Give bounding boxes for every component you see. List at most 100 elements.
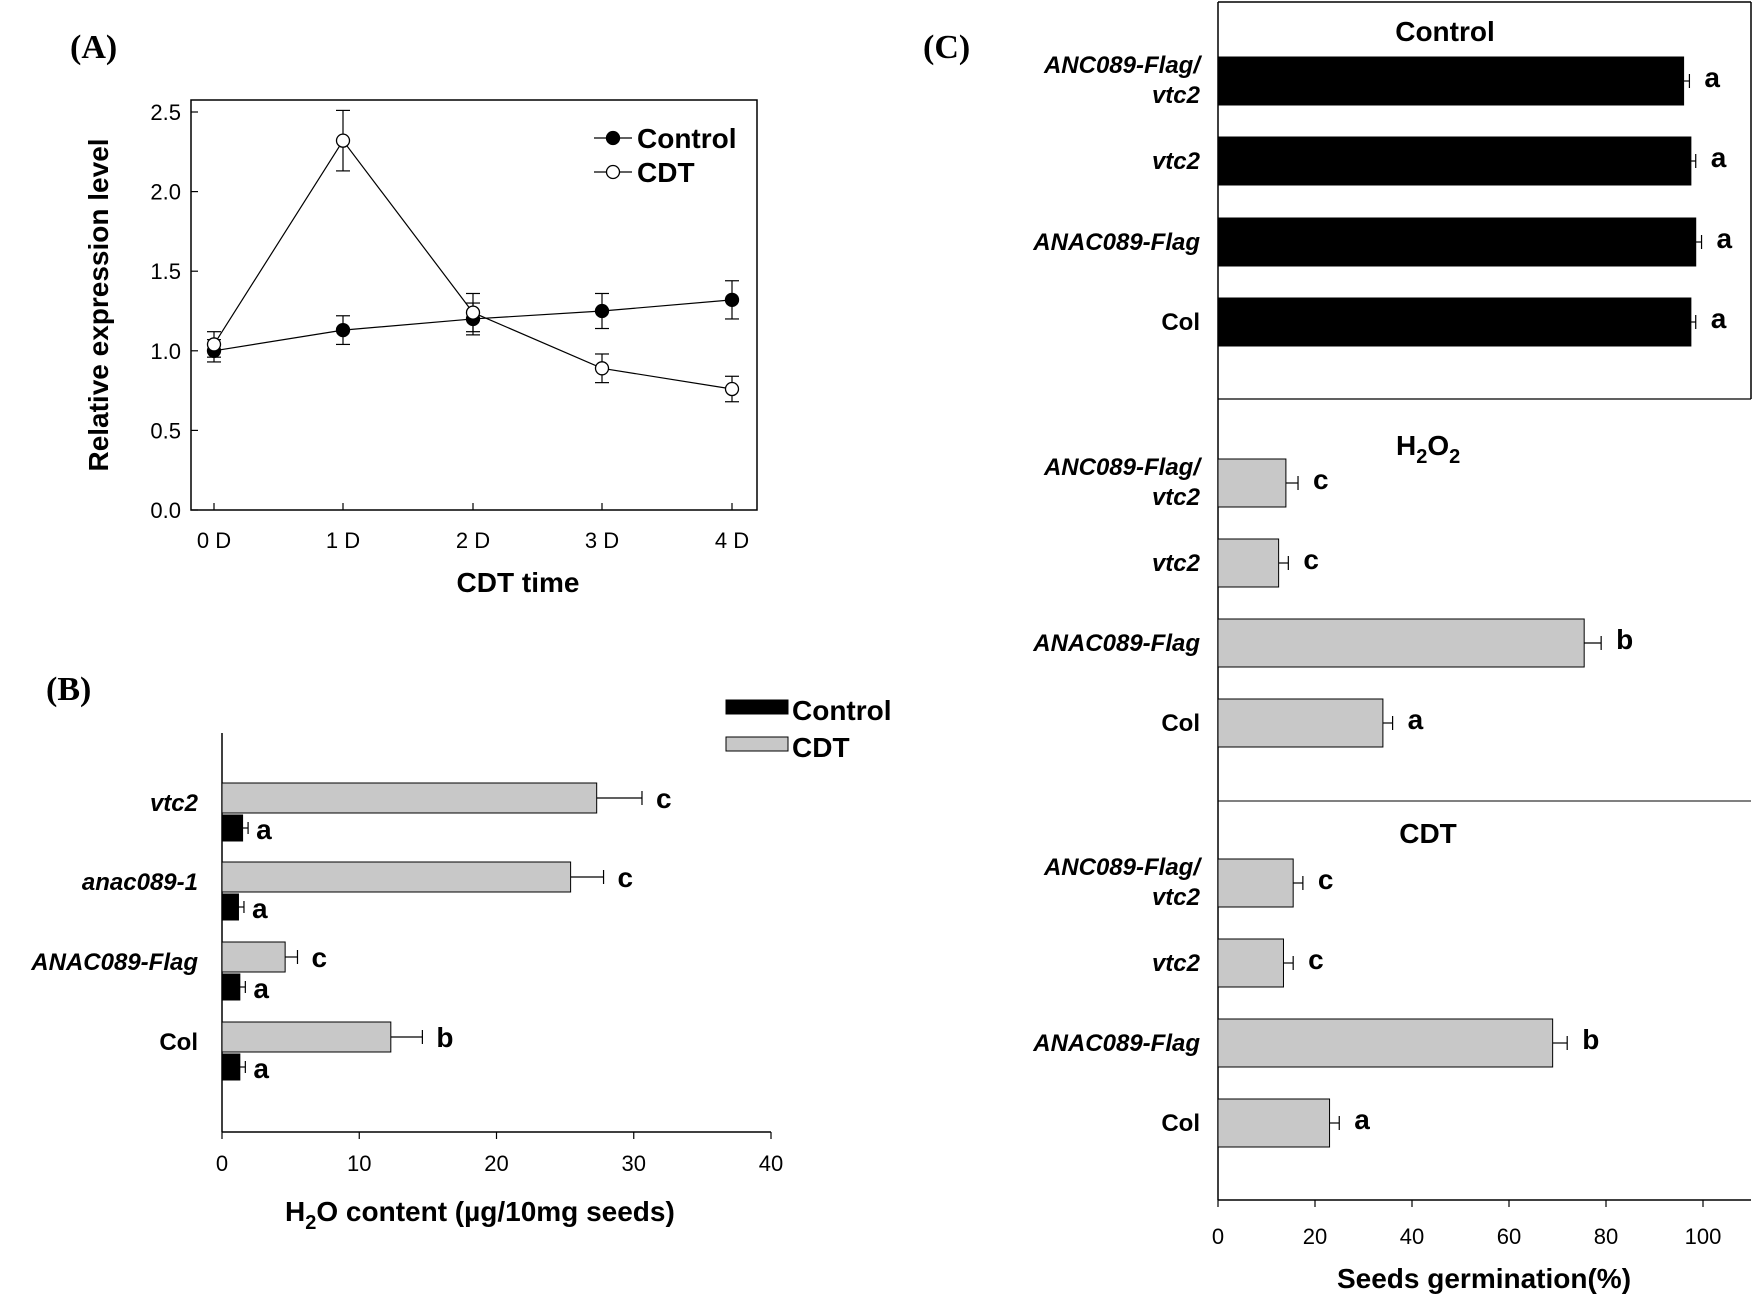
panel-label-b: (B) — [46, 671, 91, 708]
panel-a-point-control — [594, 303, 610, 319]
panel-b-x-tick-label: 30 — [622, 1151, 646, 1176]
panel-b-bar-chart: 0 10 20 30 40 c a vtc2 c a anac089-1 c a ANAC089-Fla… — [30, 695, 891, 1234]
panel-a-legend-label: CDT — [637, 157, 695, 188]
panel-c-bar — [1217, 858, 1294, 908]
panel-c-letter: a — [1711, 142, 1727, 173]
panel-a-y-tick-label: 2.0 — [150, 180, 181, 205]
panel-b-bar-cdt — [221, 941, 286, 973]
panel-a-series — [206, 109, 740, 403]
panel-c-title-sub2: 2 — [1449, 446, 1460, 468]
panel-b-bar-control — [221, 814, 244, 842]
panel-a-point-cdt — [335, 133, 351, 148]
panel-c-letter: b — [1616, 624, 1633, 655]
panel-c-bar — [1217, 698, 1384, 748]
panel-b-bar-control — [221, 893, 239, 921]
panel-b-category-label: anac089-1 — [82, 869, 198, 896]
panel-c-bar-chart: 0 20 40 60 80 100 Control a ANC089-Flag/vtc2 a vt… — [1032, 1, 1752, 1294]
panel-a-y-tick-label: 2.5 — [150, 100, 181, 125]
panel-b-letter-cdt: c — [618, 862, 634, 893]
panel-c-letter: c — [1313, 464, 1329, 495]
panel-c-category-label: Col — [1161, 1110, 1200, 1137]
panel-a-y-tick-label: 1.5 — [150, 259, 181, 284]
panel-c-bar — [1217, 1098, 1331, 1148]
panel-c-category-label: Col — [1161, 710, 1200, 737]
panel-c-subpanel-title: H2O2 — [1396, 430, 1460, 468]
panel-c-title-o: O — [1427, 430, 1449, 461]
panel-c-letter: a — [1408, 704, 1424, 735]
panel-b-letter-cdt: c — [311, 942, 327, 973]
panel-c-bar — [1217, 217, 1697, 267]
panel-b-bar-control — [221, 973, 241, 1001]
panel-c-x-tick-label: 60 — [1497, 1224, 1521, 1249]
panel-a-point-control — [335, 322, 351, 338]
panel-b-legend-swatch-cdt — [725, 736, 789, 752]
panel-c-category-label: ANAC089-Flag — [1032, 630, 1200, 657]
panel-c-category-label: ANC089-Flag/ — [1043, 854, 1202, 881]
panel-b-letter-control: a — [252, 893, 268, 924]
panel-c-x-tick-label: 80 — [1594, 1224, 1618, 1249]
panel-c-category-label: vtc2 — [1152, 884, 1201, 911]
panel-a-y-axis-title: Relative expression level — [83, 138, 114, 471]
panel-a-point-control — [724, 292, 740, 308]
panel-c-x-tick-label: 40 — [1400, 1224, 1424, 1249]
panel-a-legend-label: Control — [637, 123, 737, 154]
panel-c-subpanel-title: Control — [1395, 16, 1495, 47]
panel-a-x-tick-label: 4 D — [715, 528, 749, 553]
panel-b-letter-control: a — [256, 814, 272, 845]
panel-c-category-label: vtc2 — [1152, 550, 1201, 577]
panel-c-bar — [1217, 458, 1287, 508]
panel-b-x-title-h: H — [285, 1196, 305, 1227]
panel-b-x-tick-label: 20 — [484, 1151, 508, 1176]
panel-c-category-label: ANC089-Flag/ — [1043, 52, 1202, 79]
panel-a-x-axis-title: CDT time — [457, 567, 580, 598]
panel-c-letter: a — [1711, 303, 1727, 334]
panel-b-x-title-sub: 2 — [305, 1212, 316, 1234]
panel-c-bar — [1217, 136, 1692, 186]
panel-c-letter: c — [1303, 544, 1319, 575]
panel-c-letter: a — [1354, 1104, 1370, 1135]
panel-a-x-tick-label: 1 D — [326, 528, 360, 553]
panel-b-bar-cdt — [221, 861, 572, 893]
panel-a-y-tick-label: 0.5 — [150, 418, 181, 443]
panel-a-plot-frame — [190, 99, 758, 511]
panel-c-x-tick-label: 100 — [1685, 1224, 1722, 1249]
panel-c-title-sub: 2 — [1416, 446, 1427, 468]
panel-c-category-label: ANAC089-Flag — [1032, 229, 1200, 256]
panel-c-letter: c — [1308, 944, 1324, 975]
panel-c-x-tick-label: 20 — [1303, 1224, 1327, 1249]
panel-b-bars: c a vtc2 c a anac089-1 c a ANAC089-Flag b a Col — [30, 782, 672, 1084]
panel-b-x-tick-label: 10 — [347, 1151, 371, 1176]
panel-label-c: (C) — [923, 29, 970, 66]
panel-c-bar — [1217, 1018, 1554, 1068]
panel-b-letter-control: a — [253, 973, 269, 1004]
panel-c-category-label: ANC089-Flag/ — [1043, 454, 1202, 481]
panel-b-letter-cdt: c — [656, 783, 672, 814]
panel-c-bar — [1217, 938, 1284, 988]
panel-c-bar — [1217, 538, 1280, 588]
panel-a-point-cdt — [724, 381, 740, 397]
panel-b-legend-label: CDT — [792, 732, 850, 763]
panel-label-a: (A) — [70, 29, 117, 66]
panel-b-x-title-rest: content (µg/10mg seeds) — [338, 1196, 675, 1227]
panel-c-category-label: Col — [1161, 309, 1200, 336]
panel-a-point-cdt — [206, 337, 222, 352]
panel-b-x-title-o: O — [316, 1196, 338, 1227]
panel-c-bar — [1217, 56, 1685, 106]
panel-b-category-label: vtc2 — [150, 790, 199, 817]
panel-b-x-axis: 0 10 20 30 40 — [216, 1132, 783, 1176]
panel-a-y-axis: 0.0 0.5 1.0 1.5 2.0 2.5 — [150, 100, 198, 523]
panel-a-point-cdt — [594, 361, 610, 376]
panel-b-legend: Control CDT — [725, 695, 892, 763]
panel-c-letter: a — [1717, 223, 1733, 254]
panel-c-x-tick-label: 0 — [1212, 1224, 1224, 1249]
panel-b-category-label: Col — [159, 1029, 198, 1056]
panel-b-letter-control: a — [253, 1053, 269, 1084]
panel-a-line-chart: 0.0 0.5 1.0 1.5 2.0 2.5 0 D 1 D 2 D 3 D 4 D Relat… — [83, 99, 758, 598]
panel-b-x-axis-title: H2O content (µg/10mg seeds) — [285, 1196, 675, 1234]
panel-a-point-cdt — [465, 305, 481, 320]
panel-a-x-tick-label: 2 D — [456, 528, 490, 553]
panel-a-x-tick-label: 3 D — [585, 528, 619, 553]
panel-c-bar — [1217, 297, 1692, 347]
panel-c-bar — [1217, 618, 1585, 668]
